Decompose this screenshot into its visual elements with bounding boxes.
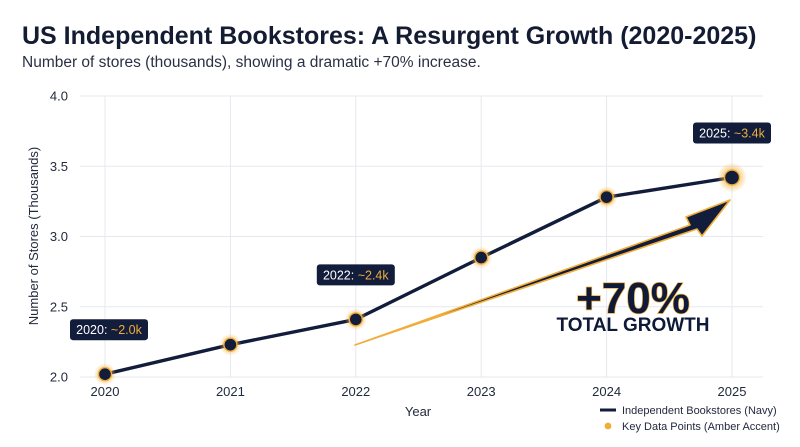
data-point [723,169,741,186]
series [94,162,747,386]
y-tick-label: 3.5 [50,159,68,174]
legend-swatch-dot [604,422,612,430]
x-tick-label: 2020 [91,384,120,399]
total-growth-label: TOTAL GROWTH [556,315,709,336]
x-tick-label: 2024 [592,384,621,399]
axes: 2.0 2.5 3.0 3.5 4.0 2020 2021 2022 2023 2024 2025 [50,89,747,400]
y-tick-label: 3.0 [50,229,68,244]
growth-arrow [354,199,731,346]
data-point [348,312,363,327]
callout-label: 2020: ~2.0k [76,323,142,337]
callout-value: ~3.4k [734,126,766,140]
chart-title: US Independent Bookstores: A Resurgent G… [22,22,757,50]
callout-label: 2022: ~2.4k [323,268,389,282]
data-point [223,337,238,352]
callout-year: 2020: [76,323,111,337]
x-axis-title: Year [405,404,432,419]
callout-year: 2025: [699,126,734,140]
callout-box [693,122,771,144]
data-point [474,250,489,265]
data-point [97,366,113,382]
legend-label: Independent Bookstores (Navy) [622,405,777,417]
callout-label: 2025: ~3.4k [699,126,765,140]
x-tick-label: 2021 [216,384,245,399]
growth-percent: +70% [576,274,690,323]
y-tick-label: 4.0 [50,89,68,104]
data-point [599,189,614,205]
legend-label: Key Data Points (Amber Accent) [622,421,780,433]
growth-arrow-shape [354,199,731,346]
callout-value: ~2.0k [111,323,143,337]
x-tick-label: 2025 [718,384,747,399]
y-axis-title: Number of Stores (Thousands) [26,147,41,325]
callouts: 2020: ~2.0k 2022: ~2.4k 2025: ~3.4k [70,122,771,341]
callout-value: ~2.4k [358,268,390,282]
x-tick-label: 2023 [467,384,496,399]
y-tick-label: 2.0 [50,370,68,385]
series-line [104,175,733,376]
callout-box [70,319,148,341]
legend: Independent Bookstores (Navy) Key Data Po… [600,405,780,433]
x-tick-label: 2022 [341,384,370,399]
callout-box [316,264,395,286]
callout-year: 2022: [323,268,358,282]
y-tick-label: 2.5 [50,299,68,314]
chart-subtitle: Number of stores (thousands), showing a … [22,54,481,71]
